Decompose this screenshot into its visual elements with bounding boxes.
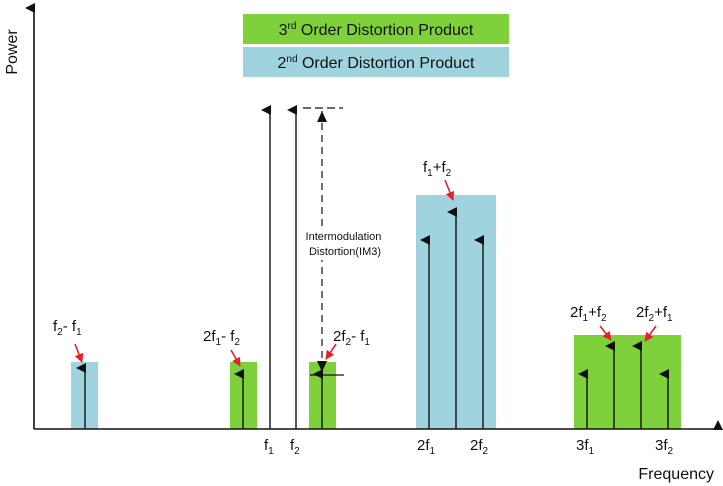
legend: 3rd Order Distortion Product 2nd Order D… xyxy=(243,14,509,77)
x-tick-f1: f1 xyxy=(264,437,274,457)
x-tick-3f2: 3f2 xyxy=(655,437,674,457)
region-third-harmonics xyxy=(574,335,681,429)
pointer-arrows xyxy=(74,179,657,367)
pointer-f2-minus-f1 xyxy=(74,343,84,363)
x-tick-labels: f1 f2 2f1 2f2 3f1 3f2 xyxy=(264,437,674,457)
legend-second-order-swatch xyxy=(243,47,509,77)
label-2f2-minus-f1: 2f2- f1 xyxy=(333,328,370,348)
im3-bottom-arrowhead xyxy=(317,361,327,372)
x-tick-2f1: 2f1 xyxy=(417,437,436,457)
label-2f2-plus-f1: 2f2+f1 xyxy=(636,304,673,324)
im3-annotation xyxy=(303,107,344,376)
im3-label-background xyxy=(302,226,388,260)
spectral-arrows xyxy=(76,105,669,429)
label-f2-minus-f1: f2- f1 xyxy=(53,318,82,338)
label-f1-plus-f2: f1+f2 xyxy=(423,159,452,179)
pointer-f1-plus-f2 xyxy=(444,179,455,201)
legend-second-order-label: 2nd Order Distortion Product xyxy=(278,54,476,72)
x-tick-2f2: 2f2 xyxy=(470,437,489,457)
axes: Power Frequency xyxy=(4,3,723,483)
label-2f1-minus-f2: 2f1- f2 xyxy=(203,328,240,348)
pointer-2f2-minus-f1 xyxy=(325,343,337,360)
label-2f1-plus-f2: 2f1+f2 xyxy=(570,304,607,324)
pointer-2f1-minus-f2 xyxy=(230,349,241,367)
im3-top-arrowhead xyxy=(317,111,327,122)
legend-third-order-label: 3rd Order Distortion Product xyxy=(279,21,474,39)
x-tick-3f1: 3f1 xyxy=(576,437,595,457)
y-axis-label: Power xyxy=(4,29,21,75)
legend-third-order-swatch xyxy=(243,14,509,44)
x-axis-label: Frequency xyxy=(638,466,714,483)
im3-label: Intermodulation Distortion(IM3) xyxy=(306,231,385,258)
x-tick-f2: f2 xyxy=(290,437,300,457)
pointer-2f1-plus-f2 xyxy=(599,325,612,341)
product-labels: f2- f1 2f1- f2 2f2- f1 f1+f2 2f1+f2 2f2+… xyxy=(53,159,673,348)
pointer-2f2-plus-f1 xyxy=(644,325,657,342)
